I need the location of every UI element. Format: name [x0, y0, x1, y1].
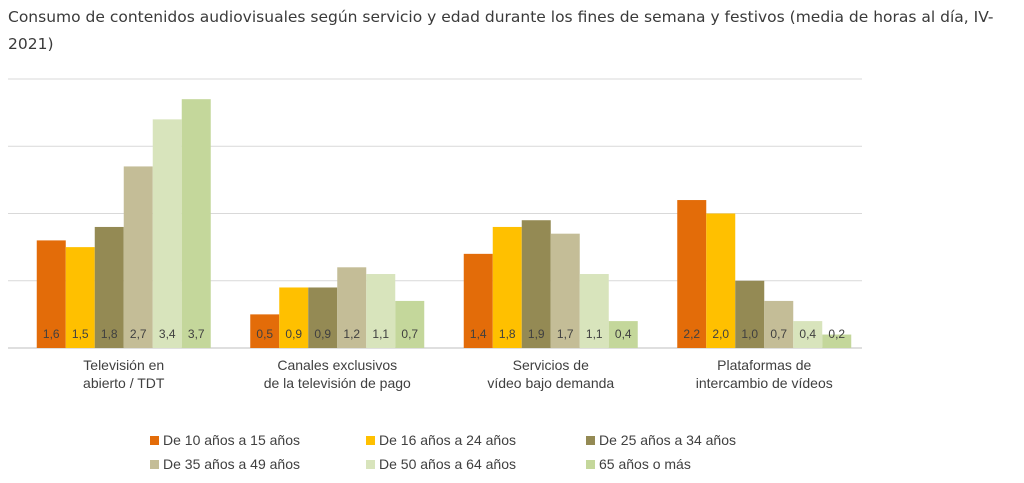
data-label: 2,2 — [683, 327, 700, 341]
data-label: 0,5 — [256, 327, 273, 341]
data-label: 3,4 — [159, 327, 176, 341]
category-label: Televisión en — [83, 357, 164, 373]
category-labels: Televisión en abierto / TDT Canales exclus… — [83, 357, 833, 391]
legend-swatch — [150, 435, 159, 445]
data-label: 3,7 — [188, 327, 205, 341]
bar — [152, 119, 182, 348]
bar — [764, 300, 794, 348]
legend-label: 65 años o más — [599, 456, 691, 472]
bar — [366, 274, 396, 348]
bar — [181, 99, 211, 348]
bar — [123, 166, 153, 348]
data-label: 2,0 — [712, 327, 729, 341]
data-label: 2,7 — [130, 327, 147, 341]
category-label: Canales exclusivos — [277, 357, 397, 373]
legend-label: De 35 años a 49 años — [163, 456, 300, 472]
data-label: 0,4 — [799, 327, 816, 341]
data-label: 1,0 — [741, 327, 758, 341]
legend-swatch — [366, 459, 375, 469]
legend-label: De 10 años a 15 años — [163, 432, 300, 448]
data-label: 0,9 — [285, 327, 302, 341]
category-label: intercambio de vídeos — [696, 375, 833, 391]
data-label: 0,9 — [314, 327, 331, 341]
bar — [250, 314, 280, 348]
legend-swatch — [586, 459, 595, 469]
category-label: Servicios de — [513, 357, 589, 373]
legend-swatch — [150, 459, 159, 469]
legend: De 10 años a 15 años De 16 años a 24 año… — [150, 428, 810, 476]
bar — [36, 240, 66, 348]
data-label: 1,2 — [343, 327, 360, 341]
category-label: Plataformas de — [717, 357, 811, 373]
bar — [94, 226, 124, 348]
data-label: 0,7 — [401, 327, 418, 341]
data-label: 0,4 — [615, 327, 632, 341]
bar — [521, 220, 551, 348]
data-label: 1,5 — [72, 327, 89, 341]
bar — [550, 233, 580, 348]
bar — [308, 287, 338, 348]
legend-item: De 16 años a 24 años — [366, 432, 586, 448]
bar — [492, 226, 522, 348]
data-label: 1,1 — [586, 327, 603, 341]
bar — [337, 267, 367, 348]
category-label: vídeo bajo demanda — [487, 375, 614, 391]
legend-item: De 50 años a 64 años — [366, 456, 586, 472]
legend-label: De 50 años a 64 años — [379, 456, 516, 472]
bar — [65, 247, 95, 348]
bars — [36, 99, 852, 348]
category-label: abierto / TDT — [83, 375, 165, 391]
data-label: 0,7 — [770, 327, 787, 341]
bar — [395, 300, 425, 348]
legend-swatch — [366, 435, 375, 445]
data-label: 1,8 — [499, 327, 516, 341]
value-labels: 1,6 1,5 1,8 2,7 3,4 3,7 0,5 0,9 0,9 1,2 1,1 0,7 1,4 1… — [43, 327, 846, 341]
data-label: 1,9 — [528, 327, 545, 341]
bar — [677, 200, 707, 348]
data-label: 1,6 — [43, 327, 60, 341]
bar-chart: 1,6 1,5 1,8 2,7 3,4 3,7 0,5 0,9 0,9 1,2 1,1 0,7 1,4 1… — [8, 78, 862, 391]
data-label: 0,2 — [828, 327, 845, 341]
bar — [735, 280, 765, 348]
data-label: 1,7 — [557, 327, 574, 341]
legend-label: De 16 años a 24 años — [379, 432, 516, 448]
legend-item: De 25 años a 34 años — [586, 432, 806, 448]
chart-title: Consumo de contenidos audiovisuales segú… — [8, 8, 994, 53]
legend-swatch — [586, 435, 595, 445]
legend-row: De 10 años a 15 años De 16 años a 24 año… — [150, 428, 810, 452]
bar — [608, 321, 638, 348]
legend-item: De 10 años a 15 años — [150, 432, 366, 448]
legend-label: De 25 años a 34 años — [599, 432, 736, 448]
bar — [279, 287, 309, 348]
bar — [822, 334, 852, 348]
legend-item: De 35 años a 49 años — [150, 456, 366, 472]
bar — [793, 321, 823, 348]
data-label: 1,4 — [470, 327, 487, 341]
legend-row: De 35 años a 49 años De 50 años a 64 año… — [150, 452, 810, 476]
bar — [706, 213, 736, 348]
data-label: 1,1 — [372, 327, 389, 341]
bar — [579, 274, 609, 348]
data-label: 1,8 — [101, 327, 118, 341]
legend-item: 65 años o más — [586, 456, 806, 472]
category-label: de la televisión de pago — [264, 375, 411, 391]
bar — [463, 253, 493, 348]
